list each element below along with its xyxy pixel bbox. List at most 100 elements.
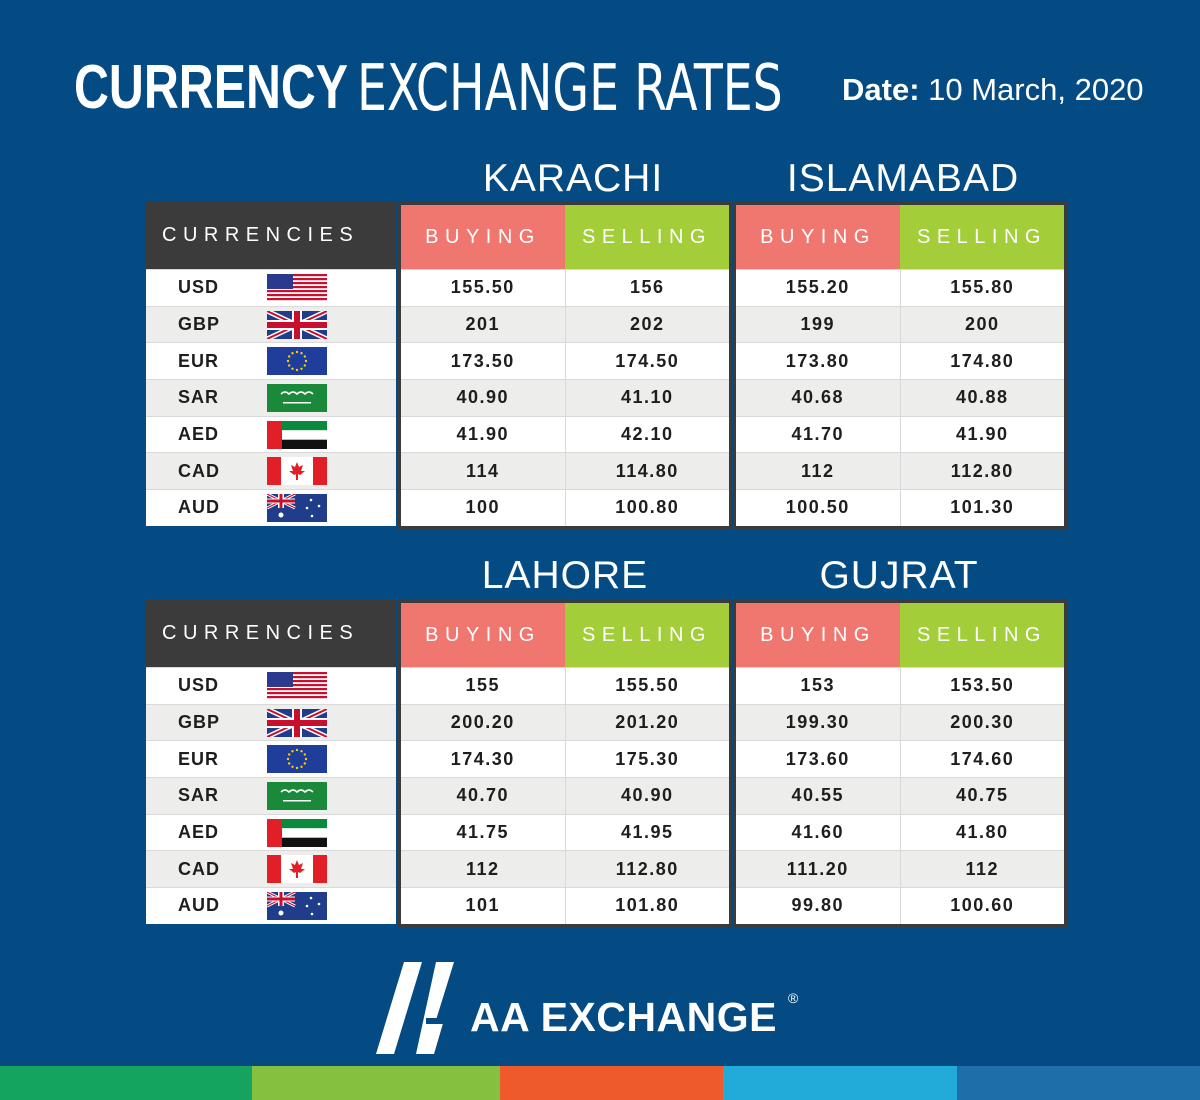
buying-value: 40.55 — [736, 778, 901, 814]
selling-value: 174.60 — [950, 748, 1015, 769]
registered-mark: ® — [788, 990, 799, 1006]
rate-row-aud: 100.50 101.30 — [736, 489, 1064, 526]
buying-header: BUYING — [401, 603, 565, 667]
selling-value: 174.80 — [950, 350, 1015, 371]
currency-code: AED — [178, 822, 220, 843]
selling-value: 100.80 — [615, 497, 680, 518]
table-islamabad: BUYING SELLING 155.20 155.80 199 200 173.80 174… — [733, 202, 1067, 529]
canada-flag-icon — [267, 855, 327, 884]
bar-segment — [957, 1066, 1200, 1100]
currency-row-aed: AED — [146, 415, 396, 453]
rate-row-aud: 99.80 100.60 — [736, 887, 1064, 924]
currency-code: GBP — [178, 712, 221, 733]
rate-row-aed: 41.75 41.95 — [401, 813, 729, 851]
title-bold: CURRENCY — [74, 53, 349, 122]
buying-value: 201 — [401, 306, 566, 343]
buying-value: 174.30 — [401, 741, 566, 778]
rate-row-aud: 100 100.80 — [401, 489, 729, 526]
selling-value: 201.20 — [615, 712, 680, 733]
saudi-flag-icon — [267, 781, 327, 810]
currency-code: GBP — [178, 314, 221, 335]
currency-row-cad: CAD — [146, 850, 396, 888]
rate-row-cad: 111.20 112 — [736, 850, 1064, 888]
date-label: Date: — [842, 72, 920, 107]
buying-value: 153 — [736, 668, 901, 704]
bar-segment — [500, 1066, 723, 1100]
rate-row-cad: 114 114.80 — [401, 452, 729, 490]
selling-value: 40.88 — [955, 387, 1009, 408]
currency-code: USD — [178, 675, 220, 696]
rate-row-gbp: 199.30 200.30 — [736, 703, 1064, 741]
currency-row-aud: AUD — [146, 887, 396, 924]
buying-value: 173.50 — [401, 343, 566, 380]
page-title: CURRENCY EXCHANGE RATES — [74, 52, 783, 132]
australia-flag-icon — [267, 891, 327, 920]
rate-row-aed: 41.60 41.80 — [736, 813, 1064, 851]
selling-header: SELLING — [565, 205, 729, 269]
uae-flag-icon — [267, 420, 327, 449]
currencies-column: CURRENCIES USD GBP EUR SAR AED CAD AUD — [146, 600, 396, 924]
uk-flag-icon — [267, 310, 327, 339]
table-gujrat: BUYING SELLING 153 153.50 199.30 200.30 173.60… — [733, 600, 1067, 927]
bar-segment — [252, 1066, 500, 1100]
us-flag-icon — [267, 273, 327, 302]
brand-name: AA EXCHANGE — [470, 994, 777, 1040]
bar-segment — [723, 1066, 957, 1100]
rate-row-sar: 40.68 40.88 — [736, 379, 1064, 416]
buying-value: 199.30 — [736, 704, 901, 741]
currency-code: USD — [178, 277, 220, 298]
currency-rows: USD GBP EUR SAR AED CAD AUD — [146, 667, 396, 924]
currency-code: EUR — [178, 350, 220, 371]
currency-code: EUR — [178, 748, 220, 769]
buying-value: 155.50 — [401, 270, 566, 306]
currencies-column: CURRENCIES USD GBP EUR SAR AED CAD AUD — [146, 202, 396, 526]
buying-value: 99.80 — [736, 888, 901, 924]
currency-code: AUD — [178, 895, 220, 916]
uae-flag-icon — [267, 818, 327, 847]
currency-row-aed: AED — [146, 813, 396, 851]
rate-row-usd: 155.20 155.80 — [736, 269, 1064, 306]
rate-row-cad: 112 112.80 — [736, 452, 1064, 490]
selling-value: 100.60 — [950, 895, 1015, 916]
rate-row-usd: 153 153.50 — [736, 667, 1064, 704]
selling-value: 112.80 — [950, 460, 1014, 481]
rate-row-sar: 40.70 40.90 — [401, 777, 729, 814]
buying-value: 41.75 — [401, 814, 566, 851]
selling-value: 40.75 — [955, 785, 1009, 806]
buying-value: 112 — [401, 851, 566, 888]
buying-value: 173.60 — [736, 741, 901, 778]
currency-row-sar: SAR — [146, 777, 396, 814]
selling-value: 156 — [629, 277, 665, 298]
eu-flag-icon — [267, 347, 327, 376]
selling-header: SELLING — [900, 205, 1064, 269]
eu-flag-icon — [267, 745, 327, 774]
currency-code: SAR — [178, 785, 220, 806]
buying-value: 40.70 — [401, 778, 566, 814]
currency-row-cad: CAD — [146, 452, 396, 490]
selling-value: 155.50 — [615, 675, 680, 696]
buying-header: BUYING — [736, 205, 900, 269]
currency-row-gbp: GBP — [146, 305, 396, 343]
selling-value: 153.50 — [950, 675, 1015, 696]
currencies-header: CURRENCIES — [146, 202, 396, 269]
rate-row-sar: 40.55 40.75 — [736, 777, 1064, 814]
rate-row-gbp: 199 200 — [736, 305, 1064, 343]
selling-value: 41.90 — [955, 424, 1009, 445]
buying-value: 200.20 — [401, 704, 566, 741]
currency-rows: USD GBP EUR SAR AED CAD AUD — [146, 269, 396, 526]
buying-value: 100.50 — [736, 490, 901, 526]
rate-row-eur: 174.30 175.30 — [401, 740, 729, 778]
currency-code: AED — [178, 424, 220, 445]
rate-row-usd: 155 155.50 — [401, 667, 729, 704]
selling-value: 200.30 — [950, 712, 1015, 733]
rate-row-gbp: 201 202 — [401, 305, 729, 343]
selling-value: 202 — [629, 314, 665, 335]
rate-row-eur: 173.60 174.60 — [736, 740, 1064, 778]
currency-row-eur: EUR — [146, 740, 396, 778]
currency-row-sar: SAR — [146, 379, 396, 416]
rate-row-usd: 155.50 156 — [401, 269, 729, 306]
buying-value: 41.90 — [401, 416, 566, 453]
rate-row-aed: 41.70 41.90 — [736, 415, 1064, 453]
selling-value: 41.80 — [955, 822, 1009, 843]
canada-flag-icon — [267, 457, 327, 486]
